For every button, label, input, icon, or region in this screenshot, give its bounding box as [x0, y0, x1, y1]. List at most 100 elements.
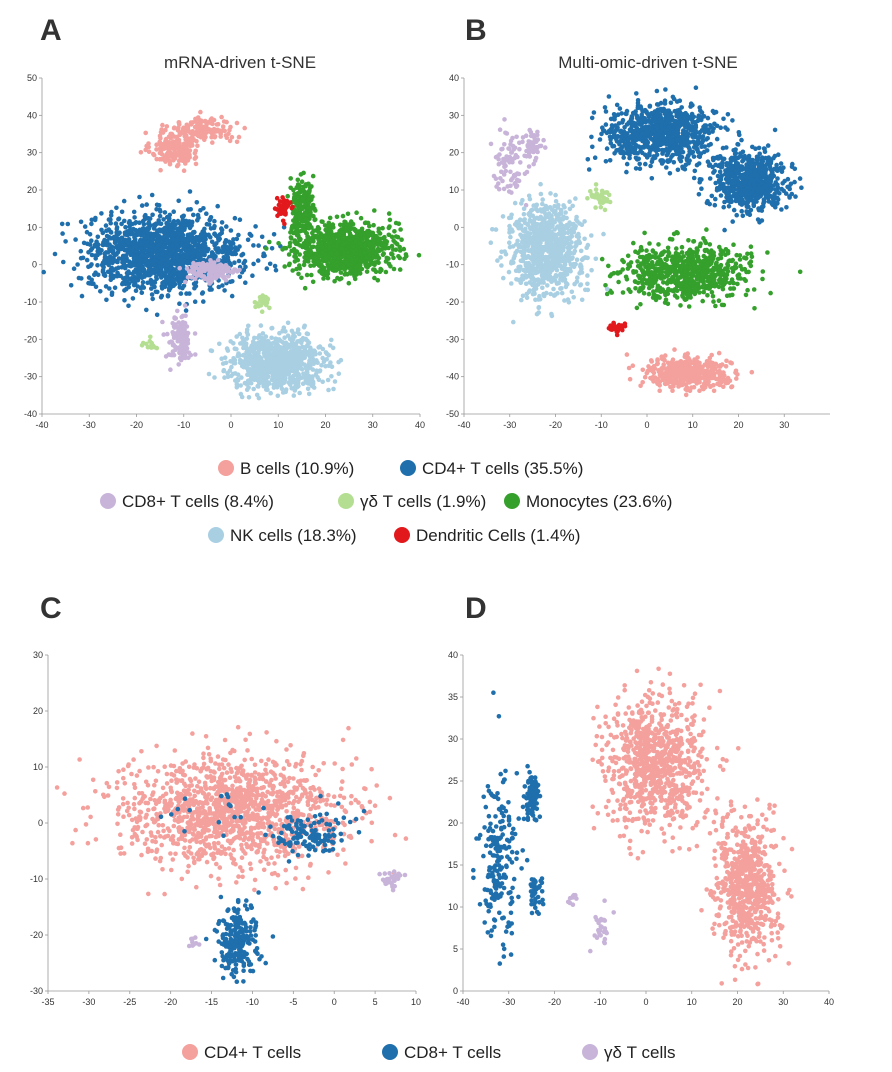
data-point — [119, 221, 124, 227]
data-point — [684, 371, 690, 377]
data-point — [211, 225, 217, 231]
data-point — [181, 168, 187, 173]
data-point — [293, 240, 298, 245]
data-point — [105, 258, 110, 263]
data-point — [109, 290, 115, 296]
data-point — [236, 134, 242, 140]
data-point — [332, 379, 338, 384]
data-point — [606, 94, 612, 99]
data-point — [222, 240, 228, 245]
data-point — [185, 275, 191, 280]
data-point — [304, 237, 310, 243]
data-point — [191, 281, 197, 287]
data-point — [102, 237, 107, 243]
data-point — [334, 243, 340, 249]
data-point — [374, 249, 380, 255]
data-point — [259, 379, 264, 385]
data-point — [232, 215, 238, 221]
data-point — [310, 230, 315, 236]
data-point — [336, 359, 341, 365]
data-point — [98, 289, 103, 294]
data-point — [277, 330, 282, 336]
data-point — [720, 375, 725, 380]
data-point — [131, 255, 137, 261]
data-point — [122, 298, 127, 303]
data-point — [164, 228, 169, 233]
data-point — [234, 120, 240, 126]
data-point — [153, 266, 158, 271]
data-point — [301, 227, 306, 232]
data-point — [169, 131, 175, 137]
data-point — [277, 372, 282, 378]
data-point — [393, 234, 399, 239]
data-point — [694, 362, 699, 368]
data-point — [137, 194, 142, 200]
data-point — [206, 232, 211, 238]
data-point — [190, 133, 195, 139]
data-point — [171, 209, 176, 214]
data-point — [685, 366, 691, 372]
data-point — [358, 257, 364, 263]
data-point — [272, 263, 278, 269]
data-point — [192, 264, 197, 270]
data-point — [187, 291, 192, 296]
data-point — [386, 211, 392, 216]
data-point — [191, 260, 196, 266]
data-point — [273, 267, 279, 273]
data-point — [280, 247, 285, 252]
data-point — [683, 392, 689, 398]
data-point — [230, 270, 236, 275]
data-point — [334, 259, 340, 265]
data-point — [112, 285, 118, 291]
data-point — [209, 262, 215, 268]
x-tick-label: -40 — [35, 420, 48, 430]
data-point — [383, 259, 389, 264]
data-point — [282, 221, 287, 227]
data-point — [350, 244, 356, 249]
data-point — [350, 249, 356, 254]
data-point — [589, 115, 595, 121]
x-tick-label: 0 — [228, 420, 233, 430]
data-point — [603, 109, 609, 114]
data-point — [192, 156, 198, 161]
data-point — [253, 341, 258, 346]
data-point — [226, 131, 231, 136]
data-point — [380, 225, 385, 231]
data-point — [186, 350, 192, 356]
data-point — [689, 378, 694, 384]
data-point — [172, 267, 178, 272]
data-point — [217, 341, 222, 347]
data-point — [108, 270, 113, 275]
data-point — [131, 209, 137, 215]
data-point — [220, 124, 226, 129]
data-point — [235, 353, 241, 359]
data-point — [251, 261, 256, 267]
data-point — [238, 391, 244, 397]
data-point — [252, 300, 258, 305]
data-point — [371, 238, 376, 244]
data-point — [200, 232, 205, 238]
data-point — [355, 229, 360, 235]
data-point — [255, 370, 260, 375]
x-tick-label: 40 — [415, 420, 425, 430]
data-point — [291, 187, 296, 193]
data-point — [130, 296, 136, 301]
data-point — [199, 291, 205, 296]
data-point — [146, 252, 152, 258]
data-point — [183, 279, 188, 285]
data-point — [245, 237, 251, 243]
data-point — [224, 248, 230, 254]
x-tick-label: 10 — [273, 420, 283, 430]
data-point — [153, 254, 158, 259]
data-point — [234, 346, 239, 352]
data-point — [181, 223, 187, 228]
data-point — [246, 368, 251, 374]
data-point — [126, 270, 132, 276]
data-point — [158, 167, 163, 173]
y-tick-label: -50 — [446, 409, 459, 419]
data-point — [267, 239, 272, 245]
data-point — [339, 255, 344, 260]
data-point — [222, 288, 227, 293]
data-point — [167, 285, 173, 290]
data-point — [304, 272, 310, 278]
